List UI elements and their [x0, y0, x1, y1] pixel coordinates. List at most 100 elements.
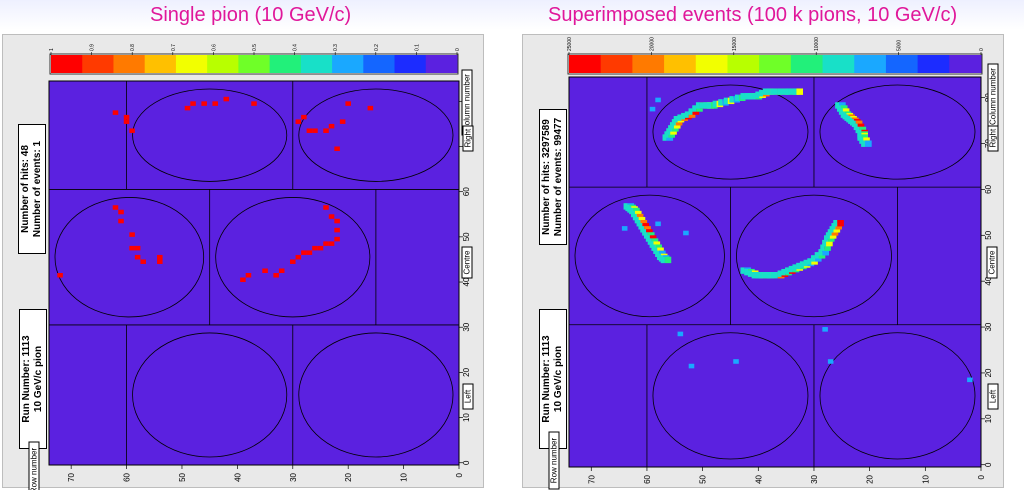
x-tick-label: 30	[289, 472, 298, 481]
detector-circle	[819, 84, 976, 180]
detector-circle	[54, 197, 205, 318]
hit-pixel	[312, 128, 318, 133]
colorbar-tick-label: 25000	[567, 37, 573, 51]
hit-pixel	[328, 241, 335, 246]
ring-pixel-edge	[660, 256, 665, 264]
hit-pixel	[240, 277, 246, 283]
run-number-label: Run Number: 1113	[21, 335, 32, 423]
x-tick-label: 0	[455, 472, 464, 477]
colorbar-segment	[790, 55, 824, 73]
y-tick-label: 50	[462, 232, 471, 241]
detector-circle	[215, 197, 371, 318]
y-tick-label: 30	[462, 322, 471, 331]
ring-pixel-edge	[759, 272, 763, 279]
hit-pixel	[57, 273, 63, 278]
colorbar-tick-label: 1	[49, 48, 55, 51]
x-tick-label: 10	[921, 474, 930, 483]
colorbar-tick-label: 0.6	[211, 44, 217, 51]
colorbar-segment	[82, 55, 114, 73]
colorbar-segment	[569, 55, 602, 73]
hit-pixel	[295, 119, 302, 124]
ring-pixel-edge	[820, 244, 825, 251]
hit-pixel	[334, 218, 340, 224]
detector-circle	[652, 332, 809, 460]
hit-pixel	[328, 123, 335, 129]
colorbar-segment	[727, 55, 760, 73]
ring-pixel-edge	[770, 272, 775, 279]
hit-pixel	[328, 214, 335, 219]
column-number-axis-label: Column number	[987, 63, 999, 130]
y-tick-label: 50	[984, 230, 993, 239]
event-display-superimposed: 25000 20000 15000 10000 5000 0 70 60 50 40 30 20 10 0…	[522, 34, 1004, 490]
colorbar-tick-label: 0	[455, 48, 461, 51]
hit-pixel	[290, 259, 296, 264]
colorbar-segment	[113, 55, 146, 73]
sector-centre-label: Centre	[986, 246, 998, 279]
ring-pixel-edge	[695, 102, 700, 109]
hit-pixel	[334, 227, 340, 233]
ring-pixel-edge	[734, 94, 739, 102]
x-tick-label: 40	[754, 474, 763, 483]
x-tick-label: 20	[344, 472, 353, 481]
y-tick-label: 40	[462, 277, 471, 286]
ring-pixel-edge	[744, 268, 749, 276]
x-tick-label: 60	[643, 474, 652, 483]
detector-circle	[652, 84, 809, 180]
colorbar-segment	[363, 55, 396, 73]
hit-pixel	[184, 105, 191, 111]
hits-count-label: Number of hits: 48	[20, 145, 31, 233]
colorbar-segment	[425, 55, 458, 73]
x-tick-label: 50	[699, 474, 708, 483]
hit-pixel	[201, 101, 207, 106]
colorbar-tick-label: 0.1	[414, 44, 420, 51]
colorbar-segment	[632, 55, 665, 73]
hitmap-single-svg: 1 0.9 0.8 0.7 0.6 0.5 0.4 0.3 0.2 0.1 0 70 60 50 40 30 2…	[48, 44, 471, 482]
x-tick-label: 20	[866, 474, 875, 483]
ring-pixel-edge	[796, 262, 801, 270]
run-info-box: Run Number: 1113 10 GeV/c pion	[539, 309, 567, 449]
isolated-hit	[733, 359, 739, 364]
colorbar-segment	[332, 55, 364, 73]
y-tick-label: 10	[984, 414, 993, 423]
y-tick-label: 0	[462, 460, 471, 465]
ring-pixel-edge	[792, 88, 797, 95]
hits-count-label: Number of hits: 3297589	[541, 119, 552, 235]
detector-circle	[298, 88, 454, 182]
y-tick-label: 10	[462, 413, 471, 422]
colorbar-segment	[269, 55, 302, 73]
colorbar-tick-label: 0.3	[333, 44, 339, 51]
y-tick-label: 60	[984, 184, 993, 193]
colorbar-tick-label: 0.5	[252, 44, 258, 51]
x-tick-label: 30	[810, 474, 819, 483]
y-tick-label: 20	[462, 367, 471, 376]
detector-circle	[819, 332, 976, 460]
hit-pixel	[112, 205, 119, 210]
ring-pixel-edge	[762, 272, 767, 279]
y-tick-label: 0	[984, 462, 993, 467]
y-tick-label: 30	[984, 322, 993, 331]
isolated-hit	[655, 97, 661, 103]
y-tick-label: 20	[984, 368, 993, 377]
ring-pixel-edge	[781, 268, 786, 276]
ring-pixel	[837, 220, 844, 227]
x-tick-label: 70	[587, 474, 596, 483]
ring-pixel-edge	[747, 270, 752, 277]
hit-pixel	[223, 96, 230, 102]
colorbar-tick-label: 0.7	[171, 44, 177, 51]
ring-pixel-edge	[759, 90, 763, 97]
detector-circle	[132, 332, 288, 458]
hit-pixel	[334, 146, 340, 152]
events-count-label: Number of events: 99477	[553, 117, 564, 237]
hit-pixel	[345, 101, 351, 106]
ring-pixel-edge	[818, 249, 823, 256]
hit-pixel	[129, 245, 135, 251]
hit-pixel	[112, 110, 119, 115]
row-number-axis-label: Row number	[28, 441, 40, 490]
ring-pixel-edge	[773, 272, 778, 279]
colorbar-segment	[600, 55, 633, 73]
colorbar-segment	[854, 55, 887, 73]
hit-pixel	[245, 273, 252, 278]
hit-pixel	[317, 245, 324, 251]
ring-pixel	[822, 249, 830, 256]
ring-pixel	[865, 140, 872, 147]
